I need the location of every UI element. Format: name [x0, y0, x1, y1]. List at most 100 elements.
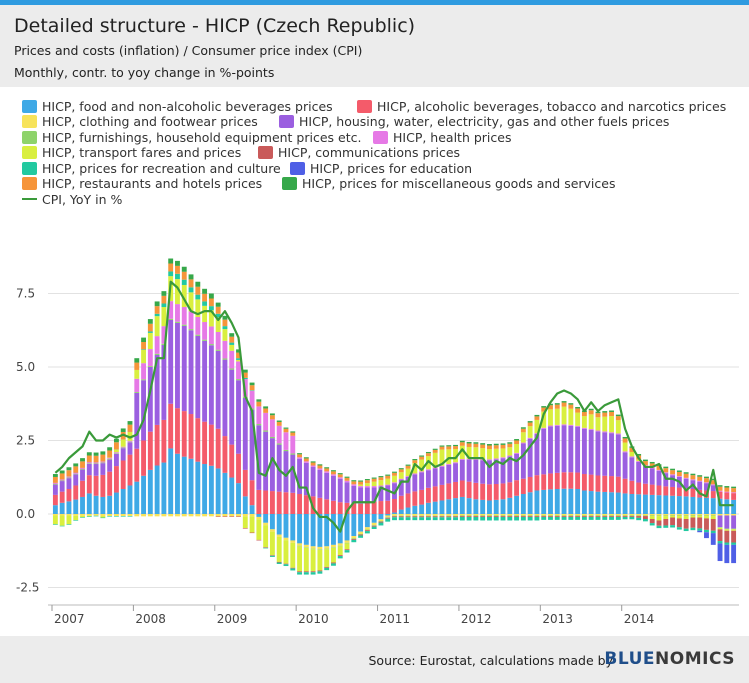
bar-segment	[256, 514, 262, 517]
bar-segment	[331, 474, 336, 476]
bar-segment	[175, 273, 180, 280]
bar-segment	[188, 287, 194, 293]
bar-segment	[514, 516, 520, 517]
bar-segment	[229, 369, 235, 445]
legend-line-swatch	[22, 198, 37, 200]
bar-segment	[337, 478, 343, 503]
bar-segment	[507, 514, 513, 516]
bar-segment	[127, 442, 133, 455]
bar-segment	[202, 421, 208, 465]
bar-segment	[419, 515, 425, 517]
bar-segment	[317, 497, 323, 514]
bar-segment	[453, 463, 458, 482]
bar-segment	[134, 362, 140, 370]
bar-segment	[466, 515, 472, 517]
bar-segment	[425, 514, 431, 516]
legend-item[interactable]: HICP, transport fares and prices	[22, 145, 241, 161]
bar-segment	[276, 421, 282, 426]
bar-segment	[392, 515, 397, 517]
bar-segment	[120, 516, 126, 517]
bar-segment	[290, 453, 296, 455]
bar-segment	[236, 349, 241, 353]
legend-item[interactable]: HICP, food and non-alcoholic beverages p…	[22, 98, 333, 114]
legend-item[interactable]: CPI, YoY in %	[22, 191, 122, 207]
bar-segment	[446, 515, 452, 517]
bar-segment	[602, 432, 608, 476]
legend-item[interactable]: HICP, furnishings, household equipment p…	[22, 129, 361, 145]
bar-segment	[731, 493, 737, 500]
bar-segment	[636, 459, 642, 462]
legend-item[interactable]: HICP, alcoholic beverages, tobacco and n…	[357, 98, 726, 114]
legend-item[interactable]: HICP, restaurants and hotels prices	[22, 176, 262, 192]
legend-item[interactable]: HICP, health prices	[373, 129, 511, 145]
bar-segment	[100, 461, 106, 463]
bar-segment	[127, 441, 133, 443]
bar-segment	[371, 522, 377, 526]
bar-segment	[602, 416, 608, 432]
bar-segment	[113, 514, 119, 517]
bar-segment	[595, 516, 601, 520]
bar-segment	[439, 466, 445, 485]
bar-segment	[215, 317, 221, 333]
bar-segment	[663, 525, 669, 528]
bar-segment	[405, 476, 411, 477]
bar-segment	[690, 517, 696, 528]
bar-segment	[242, 397, 248, 470]
bar-segment	[473, 459, 479, 460]
legend-item[interactable]: HICP, housing, water, electricity, gas a…	[279, 114, 669, 130]
bar-segment	[93, 464, 99, 476]
bar-segment	[100, 516, 106, 518]
bar-segment	[154, 306, 160, 314]
bar-segment	[113, 442, 119, 450]
bar-segment	[181, 266, 187, 272]
bar-segment	[724, 486, 730, 488]
legend-item[interactable]: HICP, clothing and footwear prices	[22, 114, 258, 130]
bar-segment	[676, 516, 682, 519]
bar-segment	[690, 516, 696, 518]
y-tick-label: 7.5	[16, 287, 35, 301]
bar-segment	[181, 307, 187, 325]
bar-segment	[331, 563, 336, 566]
bluenomics-logo[interactable]: BLUENOMICS	[604, 649, 735, 669]
bar-segment	[324, 566, 330, 568]
bar-segment	[670, 475, 676, 487]
bar-segment	[337, 555, 343, 557]
bar-segment	[731, 542, 737, 545]
legend-item[interactable]: HICP, prices for miscellaneous goods and…	[282, 176, 615, 192]
bar-segment	[480, 448, 486, 460]
axes: -2.5 0.0 2.5 5.0 7.5 2007 2008 2009 2010 2011 2012…	[16, 287, 739, 626]
bar-segment	[575, 489, 581, 514]
bar-segment	[425, 515, 431, 517]
bar-segment	[222, 326, 228, 330]
bar-segment	[324, 548, 330, 550]
bar-segment	[283, 451, 289, 493]
bar-segment	[581, 474, 587, 491]
legend-item[interactable]: HICP, communications prices	[258, 145, 460, 161]
bar-segment	[704, 476, 709, 479]
bar-segment	[93, 452, 99, 456]
bar-segment	[432, 516, 438, 518]
bar-segment	[141, 379, 146, 381]
bar-segment	[541, 427, 547, 429]
bar-segment	[656, 465, 662, 470]
bar-segment	[202, 293, 208, 302]
bar-segment	[317, 469, 323, 498]
legend-item[interactable]: HICP, prices for education	[290, 160, 472, 176]
bar-segment	[514, 444, 520, 453]
bar-segment	[229, 333, 235, 337]
bar-segment	[643, 461, 648, 466]
bar-segment	[412, 491, 418, 506]
bar-segment	[351, 538, 357, 540]
legend-label: HICP, restaurants and hotels prices	[42, 176, 263, 191]
legend-item[interactable]: HICP, prices for recreation and culture	[22, 160, 281, 176]
bar-segment	[147, 323, 153, 332]
bar-segment	[493, 516, 499, 521]
bar-segment	[507, 442, 513, 444]
bar-segment	[622, 451, 628, 453]
bar-segment	[419, 459, 425, 472]
bar-segment	[432, 452, 438, 468]
bar-segment	[378, 486, 384, 502]
bar-segment	[188, 329, 194, 331]
bar-segment	[595, 430, 601, 432]
bar-segment	[466, 481, 472, 499]
